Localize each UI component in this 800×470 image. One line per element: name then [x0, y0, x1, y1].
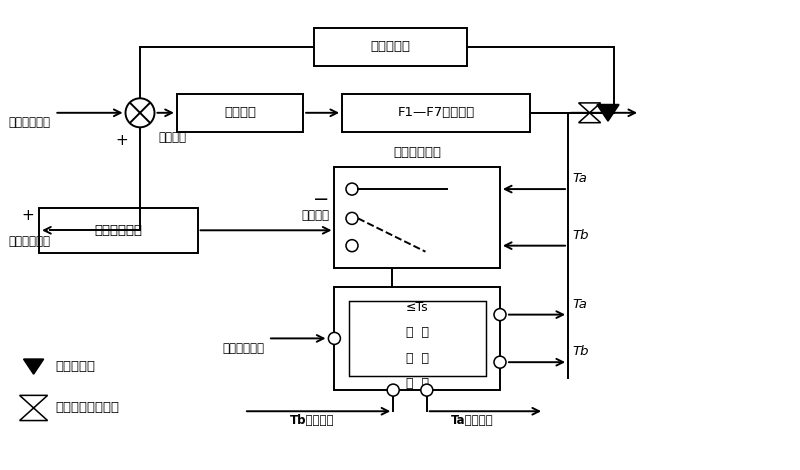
Text: 诊  断: 诊 断 [406, 352, 429, 365]
Circle shape [126, 98, 154, 127]
Text: Tb: Tb [572, 229, 589, 242]
Text: 选择触发指令: 选择触发指令 [222, 343, 264, 355]
Text: −: − [313, 190, 330, 209]
Polygon shape [578, 113, 601, 123]
Circle shape [494, 309, 506, 321]
Circle shape [346, 212, 358, 224]
Polygon shape [597, 104, 619, 121]
Text: 信号选择模块: 信号选择模块 [394, 146, 442, 159]
Text: ≤Ts: ≤Ts [406, 301, 429, 314]
Text: Tb信号报警: Tb信号报警 [290, 414, 334, 427]
Text: F1—F7精轧电机: F1—F7精轧电机 [398, 106, 474, 119]
Circle shape [346, 240, 358, 251]
Text: 速度编码器: 速度编码器 [370, 40, 410, 54]
Text: 故  障: 故 障 [406, 326, 429, 339]
Circle shape [421, 384, 433, 396]
Text: 测厚仪附带高温计: 测厚仪附带高温计 [56, 401, 120, 415]
Text: 传动系统: 传动系统 [224, 106, 256, 119]
Bar [177, 94, 303, 132]
Text: Ta信号报警: Ta信号报警 [450, 414, 494, 427]
Polygon shape [19, 395, 48, 408]
Circle shape [494, 356, 506, 368]
Text: 实测温度: 实测温度 [302, 209, 330, 222]
Polygon shape [24, 359, 43, 374]
Text: Tb: Tb [572, 345, 589, 358]
Text: 专检高温计: 专检高温计 [56, 360, 96, 373]
Text: +: + [115, 133, 128, 149]
Bar [314, 28, 467, 66]
Text: 终轧目标温度: 终轧目标温度 [8, 235, 50, 248]
Text: Ta: Ta [572, 298, 587, 311]
Text: 机架速度设定: 机架速度设定 [8, 116, 50, 129]
Bar [334, 167, 500, 268]
Circle shape [346, 183, 358, 195]
Text: 二级模型计算: 二级模型计算 [94, 224, 142, 237]
Circle shape [328, 332, 341, 345]
Polygon shape [578, 103, 601, 113]
Bar [334, 287, 500, 390]
Text: 模  块: 模 块 [406, 377, 429, 390]
Bar [342, 94, 530, 132]
Polygon shape [19, 408, 48, 421]
Bar [39, 208, 198, 253]
Circle shape [387, 384, 399, 396]
Text: +: + [22, 208, 34, 223]
Text: 速度修正: 速度修正 [158, 131, 186, 144]
Text: Ta: Ta [572, 172, 587, 185]
Bar [349, 301, 486, 376]
